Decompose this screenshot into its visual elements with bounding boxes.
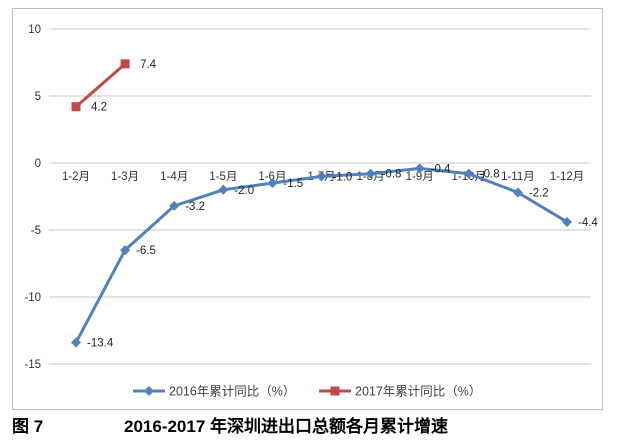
- x-tick-label: 1-12月: [550, 171, 585, 183]
- y-tick-label: 0: [35, 158, 41, 170]
- diamond-marker: [562, 216, 572, 227]
- diamond-marker: [463, 168, 474, 179]
- chart-area: 1050-5-10-151-2月1-3月1-4月1-5月1-6月1-7月1-8月…: [12, 8, 603, 410]
- data-label: 7.4: [140, 59, 157, 71]
- legend-label: 2017年累计同比（%）: [355, 385, 481, 399]
- y-tick-label: 5: [35, 91, 41, 103]
- figure-number: 图 7: [12, 417, 44, 436]
- x-tick-label: 1-2月: [62, 171, 90, 183]
- diamond-marker: [169, 200, 180, 211]
- diamond-marker: [71, 337, 81, 348]
- diamond-marker: [316, 171, 327, 182]
- data-label: -0.8: [382, 169, 402, 181]
- series-line: [74, 62, 127, 109]
- figure-title: 2016-2017 年深圳进出口总额各月累计增速: [124, 417, 449, 436]
- y-axis-labels: 10 5 0 -5 -10 -15: [24, 24, 41, 371]
- data-label: -0.4: [431, 163, 451, 175]
- diamond-marker: [365, 168, 376, 179]
- x-tick-label: 1-9月: [406, 171, 434, 183]
- series-2017: [71, 59, 130, 112]
- line-chart: 1050-5-10-151-2月1-3月1-4月1-5月1-6月1-7月1-8月…: [24, 24, 598, 399]
- x-tick-label: 1-6月: [258, 171, 286, 183]
- data-label: -4.4: [578, 217, 598, 229]
- x-tick-label: 1-4月: [160, 171, 188, 183]
- data-label: -1.5: [283, 178, 303, 190]
- data-label: -0.8: [480, 169, 500, 181]
- figure-caption: 图 7 2016-2017 年深圳进出口总额各月累计增速: [0, 414, 627, 440]
- x-tick-label: 1-11月: [501, 171, 535, 183]
- data-labels: 4.2 7.4: [91, 59, 157, 114]
- legend: 2016年累计同比（%） 2017年累计同比（%）: [133, 385, 481, 399]
- y-tick-label: 10: [28, 24, 41, 36]
- data-labels: -13.4 -6.5 -3.2 -2.0 -1.5 -1.0 -0.8 -0.4 -0.8 -2.…: [87, 163, 598, 349]
- data-label: -3.2: [185, 201, 205, 213]
- diamond-marker: [512, 187, 523, 198]
- diamond-marker: [414, 163, 425, 174]
- y-tick-label: -5: [31, 225, 41, 237]
- data-label: -2.0: [234, 185, 254, 197]
- x-tick-label: 1-5月: [209, 171, 237, 183]
- diamond-marker: [267, 178, 278, 189]
- square-marker: [71, 102, 81, 112]
- legend-label: 2016年累计同比（%）: [169, 385, 295, 399]
- y-tick-label: -10: [24, 292, 41, 304]
- x-tick-label: 1-3月: [111, 171, 139, 183]
- data-label: -1.0: [333, 171, 353, 183]
- series-2016: [71, 163, 572, 348]
- legend-square-marker: [330, 386, 340, 396]
- gridlines: [49, 28, 591, 365]
- square-marker: [120, 59, 130, 69]
- data-label: -6.5: [136, 245, 156, 257]
- diamond-marker: [218, 184, 229, 195]
- data-label: -13.4: [87, 338, 114, 350]
- data-label: 4.2: [91, 102, 107, 114]
- diamond-marker: [120, 245, 131, 256]
- data-label: -2.2: [529, 187, 549, 199]
- legend-diamond-marker: [144, 386, 154, 396]
- x-axis-labels: 1-2月1-3月1-4月1-5月1-6月1-7月1-8月1-9月1-10月1-1…: [62, 171, 584, 183]
- y-tick-label: -15: [24, 359, 41, 371]
